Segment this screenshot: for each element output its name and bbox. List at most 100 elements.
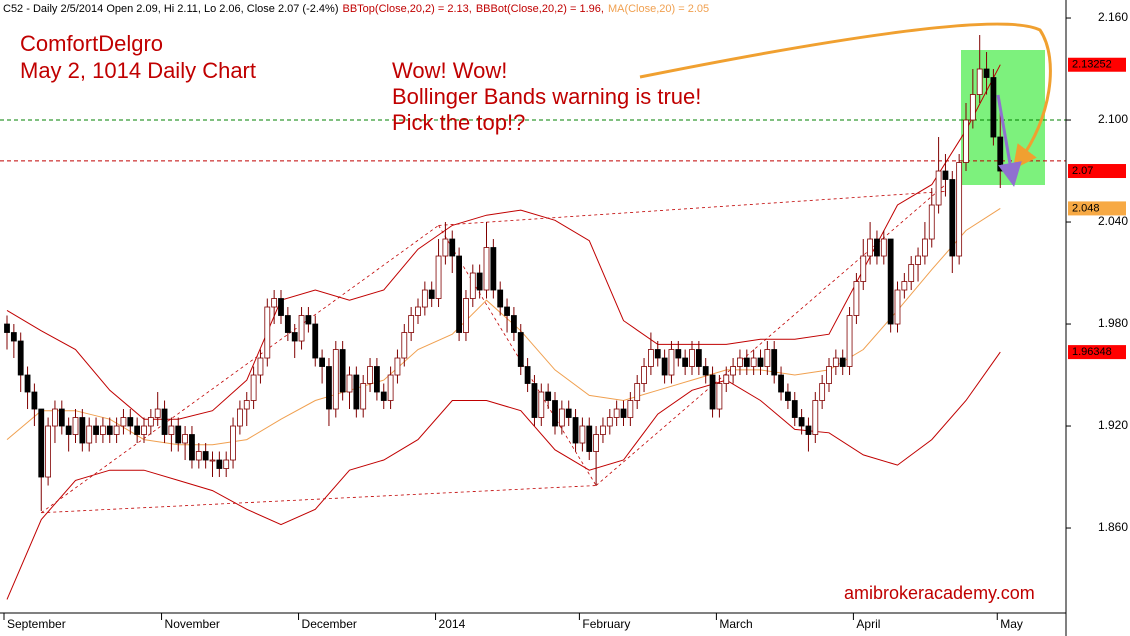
trend-line	[438, 225, 597, 486]
y-tick-label: 1.860	[1098, 520, 1128, 534]
candle-body	[141, 425, 147, 435]
candle-body	[134, 425, 141, 435]
candle-body	[880, 238, 887, 257]
candle-body	[65, 425, 72, 435]
annotation: Pick the top!?	[392, 110, 525, 135]
candle-body	[648, 349, 654, 367]
y-tick-label: 2.040	[1098, 214, 1128, 228]
candle-body	[600, 425, 606, 435]
candle-body	[195, 451, 202, 461]
header: C52 - Daily 2/5/2014 Open 2.09, Hi 2.11,…	[3, 3, 709, 15]
candle-body	[969, 94, 976, 121]
candle-body	[24, 374, 31, 393]
candle-body	[771, 349, 778, 376]
candle-body	[120, 417, 127, 427]
candle-body	[579, 425, 586, 444]
candle-body	[627, 400, 634, 418]
overlay-last-value-box	[1068, 201, 1126, 216]
candle-body	[312, 323, 319, 359]
header-indicator: BBBot(Close,20,2) = 1.96,	[476, 3, 604, 15]
candle-body	[373, 366, 380, 393]
candle-body	[558, 408, 565, 427]
candle-body	[915, 255, 921, 265]
candle-body	[257, 357, 264, 376]
candle-body	[949, 179, 956, 257]
overlay-last-value: 2.13252	[1072, 59, 1112, 71]
annotation-arrow	[996, 94, 1022, 187]
candle-body	[483, 247, 490, 291]
candle-body	[545, 391, 552, 401]
candle-body	[161, 408, 168, 435]
candle-body	[182, 434, 189, 444]
candle-body	[4, 323, 10, 333]
y-tick-label: 2.100	[1098, 112, 1128, 126]
candle-body	[31, 391, 38, 410]
candle-body	[154, 408, 161, 418]
candle-body	[743, 357, 750, 367]
candle-body	[702, 366, 709, 376]
annotation-arrow	[639, 22, 1052, 170]
x-tick-label: May	[1000, 617, 1023, 631]
candle-body	[812, 400, 819, 435]
chart-title: ComfortDelgro	[20, 31, 163, 56]
candle-body	[72, 417, 79, 435]
candle-body	[168, 425, 175, 435]
candle-body	[887, 238, 894, 325]
candle-body	[17, 340, 24, 376]
candle-body	[189, 434, 195, 461]
candle-body	[826, 366, 832, 384]
y-tick-label: 2.160	[1098, 10, 1128, 24]
candle-body	[798, 417, 805, 427]
candle-body	[517, 332, 524, 367]
candle-body	[175, 425, 182, 444]
candle-body	[284, 315, 291, 333]
candle-body	[346, 374, 353, 393]
candle-body	[490, 247, 497, 291]
candle-body	[620, 408, 627, 418]
close-last-value: 2.07	[1072, 165, 1093, 177]
candle-body	[552, 400, 558, 427]
candle-body	[805, 425, 812, 435]
candle-body	[415, 306, 421, 316]
candle-body	[93, 425, 99, 435]
close-last-value-box	[1068, 164, 1126, 179]
candle-body	[695, 349, 702, 367]
overlay-last-value: 2.048	[1072, 202, 1100, 214]
candle-body	[538, 391, 545, 418]
candle-body	[956, 162, 963, 257]
candle-body	[469, 272, 476, 299]
x-tick-label: February	[582, 617, 630, 631]
x-tick-label: September	[7, 617, 66, 631]
candle-body	[476, 272, 483, 291]
candle-body	[435, 255, 442, 299]
candle-body	[867, 238, 873, 257]
candle-body	[641, 366, 647, 384]
header-indicator: BBTop(Close,20,2) = 2.13,	[343, 3, 472, 15]
candle-body	[408, 315, 415, 333]
y-tick-label: 1.980	[1098, 316, 1128, 330]
candle-body	[963, 119, 969, 163]
candle-body	[894, 289, 901, 325]
candle-body	[209, 459, 216, 462]
candle-body	[510, 315, 517, 333]
candle-body	[778, 374, 784, 393]
candle-body	[928, 204, 935, 240]
candle-body	[236, 408, 243, 427]
header-text: C52 - Daily 2/5/2014 Open 2.09, Hi 2.11,…	[3, 3, 339, 15]
candle-body	[634, 383, 641, 401]
candle-body	[463, 298, 469, 333]
candle-body	[401, 332, 408, 359]
candle-body	[675, 349, 682, 359]
candle-body	[709, 374, 716, 410]
candle-body	[572, 417, 579, 444]
overlay-last-value-box	[1068, 57, 1126, 72]
candle-body	[428, 289, 435, 299]
plot	[0, 35, 1066, 600]
candle-body	[278, 298, 284, 316]
candle-body	[113, 425, 120, 435]
candle-body	[127, 417, 134, 427]
candle-body	[45, 425, 51, 478]
candle-body	[264, 306, 271, 359]
